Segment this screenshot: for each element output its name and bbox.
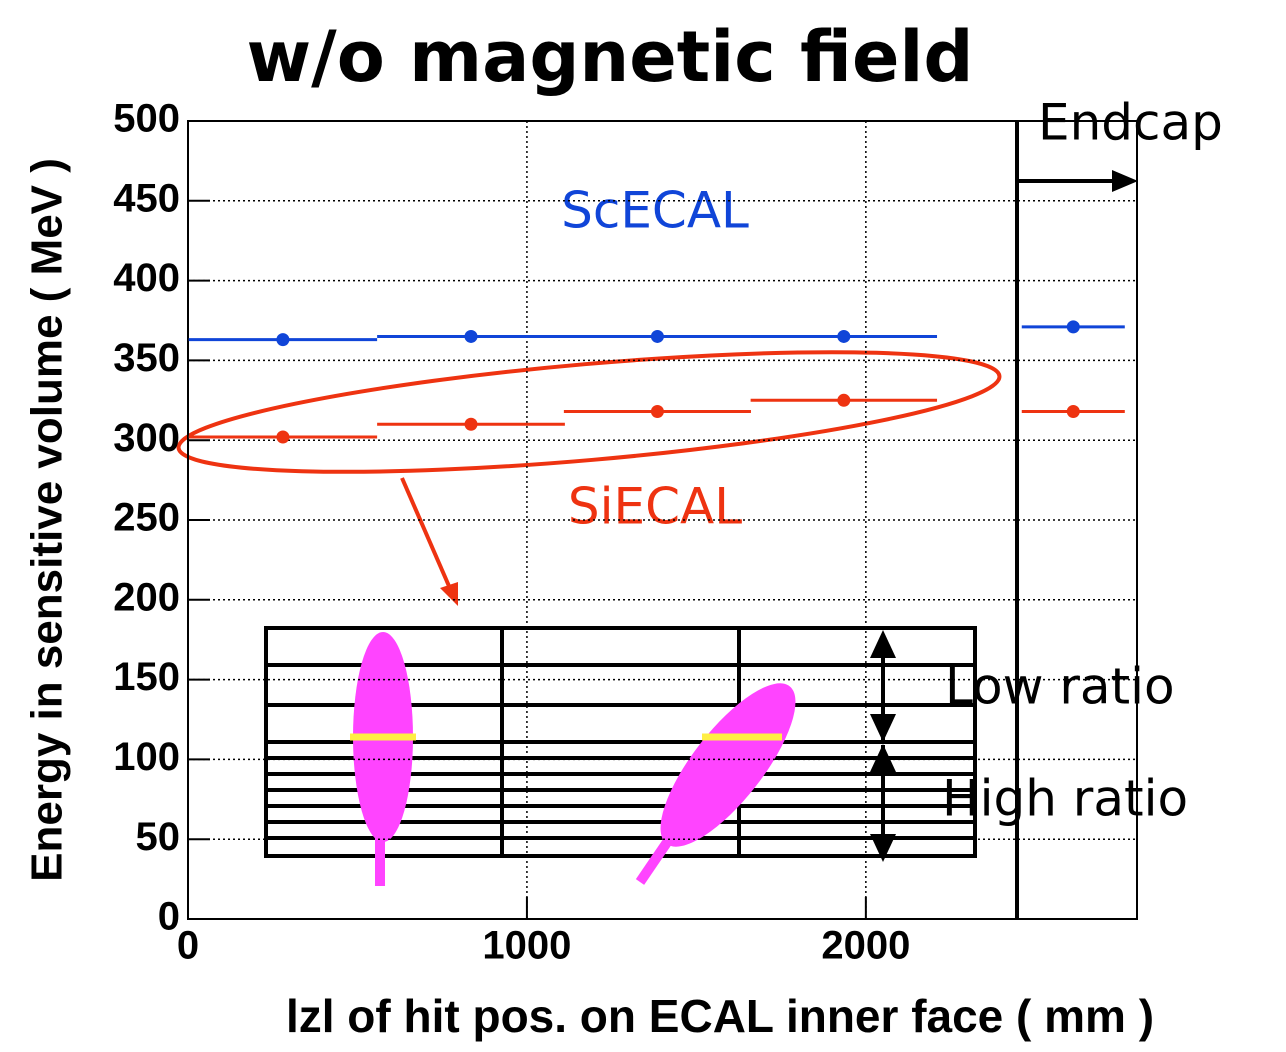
y-tick-label: 500 [113, 97, 180, 141]
arrow-head [1112, 170, 1138, 192]
shower [639, 665, 817, 866]
annotation: Low ratio [945, 658, 1175, 716]
y-tick-label: 450 [113, 176, 180, 220]
data-point [837, 394, 850, 407]
x-tick-label: 0 [177, 924, 199, 968]
arrow-head [870, 714, 896, 742]
data-point [465, 418, 478, 431]
y-tick-label: 150 [113, 655, 180, 699]
y-tick-label: 400 [113, 256, 180, 300]
chart: w/o magnetic field lzl of hit pos. on EC… [0, 0, 1286, 1052]
data-point [651, 405, 664, 418]
series-label: SiECAL [568, 478, 742, 536]
data-point [465, 330, 478, 343]
series-label: ScECAL [561, 182, 749, 240]
data-point [1067, 320, 1080, 333]
data-point [276, 333, 289, 346]
arrow-head [440, 582, 458, 606]
highlight-arrow [402, 478, 452, 593]
y-tick-label: 200 [113, 575, 180, 619]
y-tick-label: 100 [113, 735, 180, 779]
x-axis-label: lzl of hit pos. on ECAL inner face ( mm … [286, 990, 1154, 1042]
y-tick-label: 250 [113, 496, 180, 540]
y-tick-label: 300 [113, 416, 180, 460]
data-point [651, 330, 664, 343]
x-tick-label: 2000 [821, 924, 910, 968]
data-point [1067, 405, 1080, 418]
arrow-head [870, 630, 896, 658]
y-tick-label: 350 [113, 336, 180, 380]
chart-title: w/o magnetic field [246, 16, 973, 98]
annotation: Endcap [1038, 94, 1223, 152]
data-point [837, 330, 850, 343]
annotation: High ratio [942, 770, 1188, 828]
y-tick-label: 50 [136, 815, 181, 859]
data-point [276, 431, 289, 444]
y-axis-label: Energy in sensitive volume ( MeV ) [23, 158, 72, 882]
x-tick-label: 1000 [482, 924, 571, 968]
